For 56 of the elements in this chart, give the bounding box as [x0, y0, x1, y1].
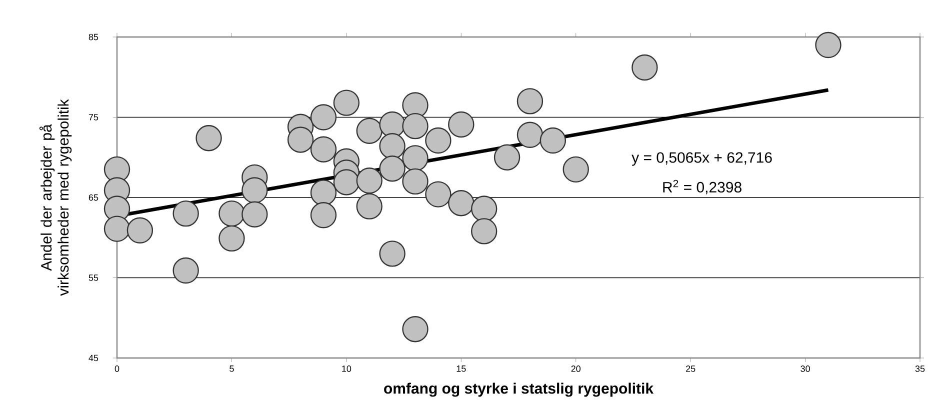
point — [379, 133, 406, 160]
point — [310, 136, 337, 162]
x-tick-label: 25 — [686, 366, 696, 372]
point — [815, 32, 842, 58]
x-axis-title: omfang og styrke i statslig rygepolitik — [384, 382, 654, 397]
point — [448, 190, 474, 216]
point — [242, 201, 268, 228]
point — [126, 217, 154, 244]
y-tick-label: 85 — [88, 34, 98, 40]
point — [470, 218, 498, 244]
point — [356, 193, 382, 220]
point — [172, 257, 199, 284]
y-tick-label: 55 — [88, 274, 98, 281]
point — [310, 180, 337, 206]
point — [287, 126, 314, 153]
point — [172, 200, 199, 227]
y-tick-label: 45 — [88, 354, 98, 362]
point — [516, 122, 544, 148]
point — [516, 88, 544, 114]
y-axis-title: Andel der arbejder på virksomheder med rygepolitik — [39, 99, 72, 296]
x-tick-label: 10 — [342, 366, 352, 372]
point — [562, 156, 589, 183]
point — [402, 112, 428, 140]
x-tick-label: 30 — [800, 366, 810, 372]
point — [632, 54, 658, 81]
point — [402, 168, 428, 195]
x-tick-label: 20 — [571, 366, 581, 372]
x-tick-label: 15 — [456, 366, 466, 372]
point — [242, 177, 268, 204]
point — [379, 156, 406, 182]
point — [218, 225, 245, 252]
point — [218, 200, 245, 227]
x-tick-label: 5 — [230, 366, 234, 372]
point — [540, 127, 566, 154]
point — [470, 196, 498, 222]
point — [104, 216, 130, 242]
annotation: R$^{2}$ = 0,2398 — [663, 180, 742, 194]
point — [402, 316, 428, 342]
point — [425, 127, 452, 154]
point — [196, 125, 222, 152]
point — [494, 144, 520, 170]
point — [333, 169, 360, 196]
point — [356, 168, 382, 194]
y-tick-label: 65 — [88, 194, 98, 201]
point — [402, 145, 428, 172]
annotation: y = 0,5065x + 62,716 — [632, 152, 772, 166]
point — [448, 111, 474, 138]
x-tick-label: 35 — [915, 366, 925, 372]
point — [310, 104, 337, 130]
point — [379, 240, 406, 267]
point — [425, 181, 452, 208]
point — [356, 118, 382, 144]
point — [333, 90, 360, 116]
x-tick-label: 0 — [114, 366, 120, 372]
y-tick-label: 75 — [88, 114, 98, 120]
point — [310, 202, 337, 228]
